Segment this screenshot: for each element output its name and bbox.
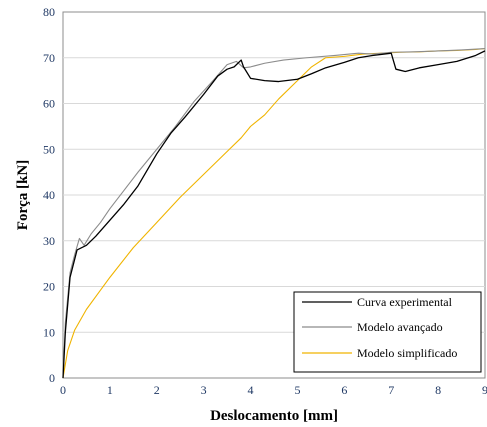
y-tick-label: 0 xyxy=(49,371,55,385)
y-tick-label: 40 xyxy=(43,188,55,202)
x-tick-label: 2 xyxy=(154,383,160,397)
legend-box xyxy=(293,291,482,373)
y-tick-label: 70 xyxy=(43,51,55,65)
y-tick-label: 10 xyxy=(43,325,55,339)
y-tick-label: 60 xyxy=(43,97,55,111)
series-line-curva-experimental xyxy=(62,50,486,379)
legend-label-avancado: Modelo avançado xyxy=(357,320,443,334)
y-axis-title: Força [kN] xyxy=(15,160,31,230)
legend: Curva experimental Modelo avançado Model… xyxy=(293,291,482,373)
x-tick-labels: 0 1 2 3 4 5 6 7 8 9 xyxy=(60,383,487,397)
x-tick-label: 4 xyxy=(248,383,254,397)
legend-label-experimental: Curva experimental xyxy=(357,295,453,309)
y-tick-label: 20 xyxy=(43,280,55,294)
x-tick-label: 3 xyxy=(201,383,207,397)
x-tick-label: 7 xyxy=(388,383,394,397)
y-tick-label: 30 xyxy=(43,234,55,248)
x-tick-label: 0 xyxy=(60,383,66,397)
x-tick-label: 6 xyxy=(341,383,347,397)
x-tick-label: 1 xyxy=(107,383,113,397)
y-tick-labels: 0 10 20 30 40 50 60 70 80 xyxy=(43,5,55,385)
series-line-modelo-avan-ado xyxy=(62,48,486,379)
x-tick-label: 5 xyxy=(294,383,300,397)
y-tick-label: 80 xyxy=(43,5,55,19)
y-tick-label: 50 xyxy=(43,142,55,156)
series-group xyxy=(62,48,486,379)
x-axis-title: Deslocamento [mm] xyxy=(210,408,338,424)
legend-label-simplificado: Modelo simplificado xyxy=(357,346,457,360)
x-tick-label: 8 xyxy=(435,383,441,397)
x-tick-label: 9 xyxy=(482,383,487,397)
